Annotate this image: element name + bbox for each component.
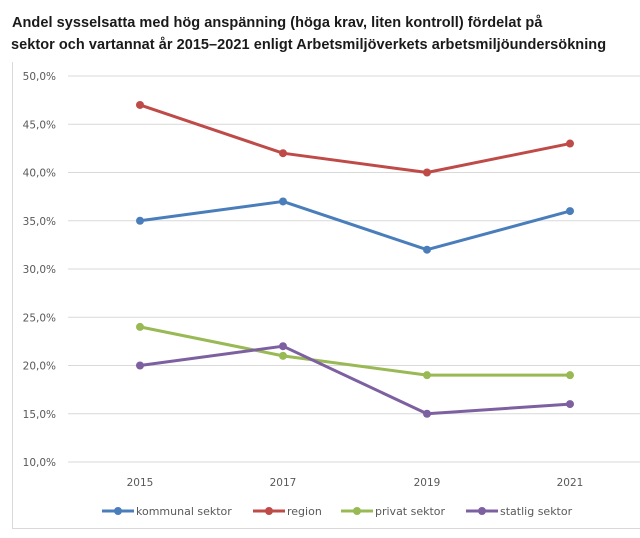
y-tick-label: 35,0% (23, 216, 56, 228)
data-point (136, 322, 144, 331)
legend-label: statlig sektor (500, 505, 573, 518)
series-lines (136, 100, 574, 418)
legend-item: region (253, 505, 322, 518)
y-tick-label: 15,0% (23, 409, 56, 421)
y-tick-label: 25,0% (23, 312, 56, 324)
y-tick-label: 10,0% (23, 457, 56, 469)
legend-item: kommunal sektor (102, 505, 232, 518)
data-point (423, 371, 431, 380)
data-point (423, 409, 431, 418)
chart-title-line-2: sektor och vartannat år 2015–2021 enligt… (11, 37, 607, 53)
series-statlig-sektor (136, 342, 574, 418)
data-point (566, 207, 574, 216)
legend-label: privat sektor (375, 505, 446, 518)
series-line (138, 199, 572, 252)
data-point (423, 168, 431, 177)
legend: kommunal sektor region privat sektor statli… (102, 505, 573, 518)
legend-item: statlig sektor (466, 505, 573, 518)
x-tick-label: 2019 (414, 477, 441, 489)
data-point (136, 361, 144, 370)
series-line (138, 103, 572, 174)
data-point (279, 197, 287, 206)
y-axis-ticks: 50,0% 45,0% 40,0% 35,0% 30,0% 25,0% 20,0% 15,0%… (23, 71, 56, 469)
y-tick-label: 20,0% (23, 361, 56, 373)
legend-marker (265, 507, 273, 515)
x-axis-ticks: 2015 2017 2019 2021 (127, 477, 584, 489)
chart-title: Andel sysselsatta med hög anspänning (hö… (11, 12, 640, 56)
series-privat-sektor (136, 322, 574, 380)
x-tick-label: 2015 (127, 477, 154, 489)
legend-marker (114, 507, 122, 515)
y-tick-label: 40,0% (23, 168, 56, 180)
data-point (279, 351, 287, 360)
series-region (136, 100, 574, 177)
data-point (423, 245, 431, 254)
series-line (138, 344, 572, 416)
data-point (566, 371, 574, 380)
y-tick-label: 30,0% (23, 264, 56, 276)
series-line (138, 325, 572, 377)
y-tick-label: 45,0% (23, 119, 56, 131)
chart-frame (12, 62, 640, 529)
data-point (136, 100, 144, 109)
series-kommunal-sektor (136, 197, 574, 254)
data-point (136, 216, 144, 225)
data-point (279, 342, 287, 351)
data-point (566, 400, 574, 409)
legend-marker (478, 507, 486, 515)
legend-marker (353, 507, 361, 515)
gridlines (68, 75, 640, 463)
legend-label: region (287, 505, 322, 518)
data-point (566, 139, 574, 148)
data-point (279, 149, 287, 158)
x-tick-label: 2017 (270, 477, 297, 489)
chart-title-line-1: Andel sysselsatta med hög anspänning (hö… (12, 15, 543, 31)
y-tick-label: 50,0% (23, 71, 56, 83)
legend-item: privat sektor (341, 505, 446, 518)
x-tick-label: 2021 (557, 477, 584, 489)
legend-label: kommunal sektor (136, 505, 232, 518)
